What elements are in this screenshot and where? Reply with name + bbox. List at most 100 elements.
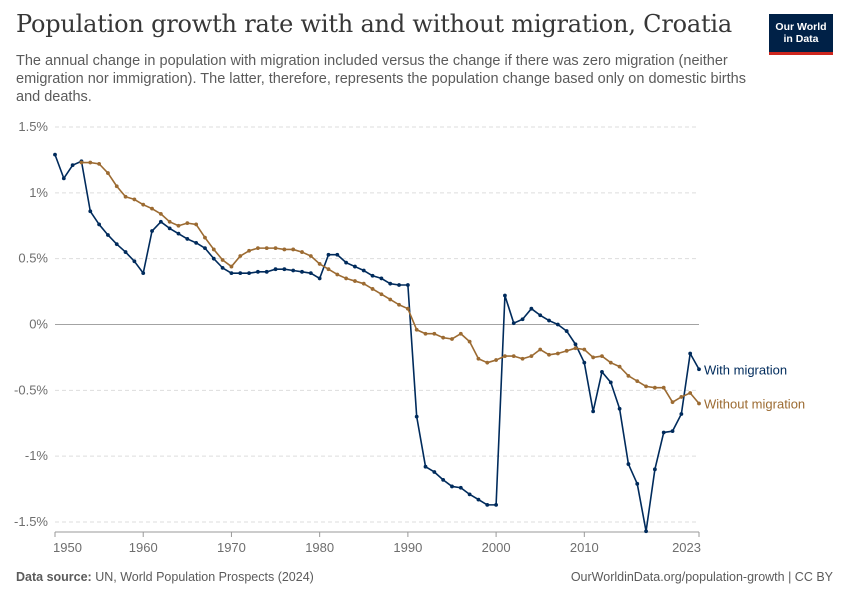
data-point	[158, 212, 163, 216]
data-point	[600, 354, 604, 358]
data-point	[652, 385, 657, 390]
data-point	[203, 246, 207, 251]
data-point	[97, 222, 102, 227]
data-point	[494, 502, 498, 507]
source-link[interactable]: OurWorldinData.org/population-growth | C…	[570, 570, 833, 584]
owid-logo[interactable]: Our World in Data	[769, 14, 833, 55]
data-point	[335, 252, 340, 257]
data-point	[600, 370, 604, 374]
data-point	[555, 322, 560, 327]
data-point	[70, 163, 75, 168]
y-tick-label: -1.5%	[14, 514, 48, 529]
x-tick-label: 1980	[305, 540, 334, 555]
data-point	[414, 327, 419, 332]
data-point	[88, 160, 93, 165]
data-point	[379, 276, 384, 281]
y-tick-label: 0.5%	[18, 251, 48, 266]
data-point	[652, 467, 657, 472]
x-tick-label: 1990	[393, 540, 422, 555]
data-point	[432, 470, 437, 474]
data-point	[132, 259, 137, 264]
data-point	[450, 337, 454, 341]
data-point	[114, 242, 119, 247]
data-point	[564, 329, 569, 333]
data-point	[441, 335, 446, 340]
data-point	[582, 360, 587, 365]
data-point	[405, 306, 410, 311]
data-point	[511, 321, 516, 326]
data-point	[211, 247, 216, 252]
data-point	[264, 269, 269, 274]
data-point	[282, 267, 287, 272]
x-tick-label: 2023	[672, 540, 701, 555]
chart-title: Population growth rate with and without …	[16, 10, 732, 38]
data-point	[185, 221, 190, 226]
data-point	[229, 264, 234, 269]
data-point	[185, 237, 190, 241]
data-point	[697, 401, 701, 406]
data-point	[467, 339, 472, 344]
data-point	[644, 529, 648, 534]
data-point	[591, 355, 596, 360]
data-point	[264, 246, 269, 251]
x-tick-label: 2010	[570, 540, 599, 555]
data-point	[150, 229, 154, 233]
logo-line-2: in Data	[783, 33, 819, 45]
data-point	[158, 219, 163, 224]
data-point	[123, 194, 128, 199]
data-source: Data source: UN, World Population Prospe…	[16, 570, 314, 584]
data-point	[450, 484, 454, 489]
data-point	[114, 184, 119, 189]
data-source-label: Data source:	[16, 570, 92, 584]
data-point	[670, 429, 675, 434]
data-point	[458, 331, 463, 336]
data-point	[511, 354, 516, 358]
data-point	[397, 302, 401, 307]
data-point	[503, 293, 507, 298]
data-point	[141, 271, 146, 276]
data-point	[441, 477, 446, 482]
data-point	[353, 279, 357, 283]
y-tick-label: -1%	[25, 448, 49, 463]
data-point	[141, 202, 146, 207]
data-point	[344, 260, 349, 265]
data-point	[353, 264, 357, 269]
data-point	[626, 462, 631, 466]
data-point	[414, 414, 419, 419]
data-point	[467, 492, 472, 497]
data-point	[176, 231, 181, 236]
data-point	[194, 240, 199, 245]
data-point	[697, 367, 701, 372]
data-point	[370, 273, 375, 278]
data-point	[291, 268, 296, 273]
data-point	[79, 160, 84, 165]
series-line-with-migration	[54, 154, 700, 533]
data-point	[53, 152, 57, 157]
data-point	[670, 400, 675, 405]
data-point	[538, 347, 543, 352]
logo-line-1: Our World	[775, 21, 827, 33]
data-point	[291, 247, 296, 252]
data-point	[405, 283, 410, 287]
data-point	[326, 267, 331, 272]
data-point	[635, 481, 640, 486]
data-point	[564, 348, 569, 353]
data-point	[88, 209, 93, 214]
data-point	[520, 317, 525, 322]
data-point	[388, 281, 393, 286]
data-point	[582, 347, 587, 352]
data-point	[220, 258, 225, 262]
chart-subtitle: The annual change in population with mig…	[16, 53, 746, 105]
x-tick-label: 2000	[482, 540, 511, 555]
data-point	[238, 254, 243, 258]
data-point	[397, 283, 401, 287]
data-point	[432, 331, 437, 336]
data-point	[335, 272, 340, 277]
data-point	[256, 269, 260, 274]
data-point	[485, 360, 490, 365]
data-point	[423, 464, 428, 469]
data-point	[326, 252, 331, 257]
data-point	[547, 352, 551, 357]
data-point	[247, 248, 251, 253]
data-point	[573, 342, 578, 347]
